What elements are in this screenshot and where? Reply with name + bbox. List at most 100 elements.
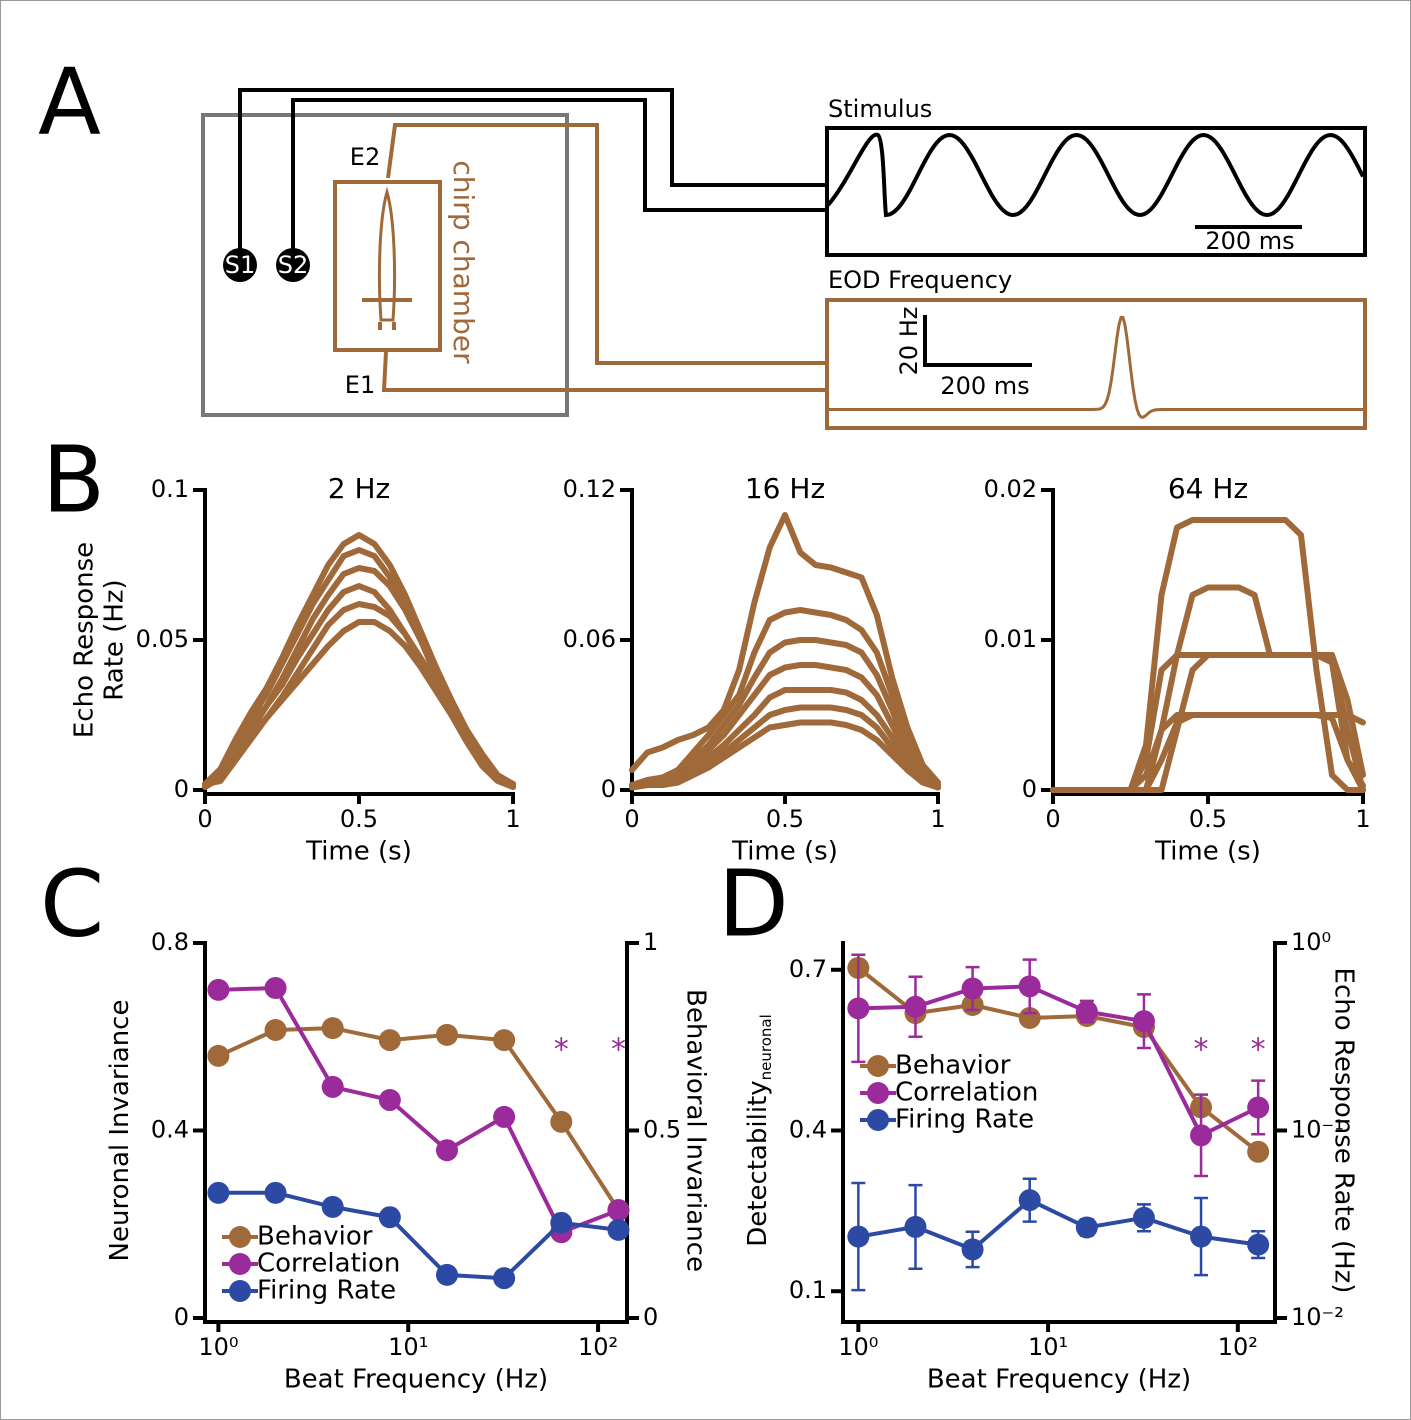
series-line <box>202 583 516 790</box>
y-axis-label: Neuronal Invariance <box>105 1000 135 1262</box>
legend-marker <box>229 1253 251 1275</box>
eod-box <box>825 298 1367 430</box>
annotation: * <box>1194 1033 1209 1068</box>
y-axis-label: Rate (Hz) <box>100 579 130 700</box>
y-axis-label: Detectabilityneuronal <box>743 1014 775 1247</box>
y-tick-label: 0.05 <box>136 625 189 653</box>
marker <box>321 1017 344 1040</box>
wire <box>381 351 828 392</box>
series-line <box>202 565 516 787</box>
annotation: * <box>554 1033 569 1068</box>
x-tick-label: 10¹ <box>388 1333 428 1361</box>
marker <box>264 1181 287 1204</box>
stimulus-waveform <box>826 132 1365 218</box>
electrode-label: E2 <box>350 143 380 171</box>
marker <box>378 1029 401 1052</box>
x-tick-label: 0 <box>197 805 212 833</box>
wire <box>291 98 828 250</box>
legend-label: Correlation <box>895 1078 1038 1108</box>
marker <box>961 977 984 1000</box>
marker <box>607 1199 630 1222</box>
x-axis-label: Beat Frequency (Hz) <box>927 1365 1191 1395</box>
y-tick-label: 0.12 <box>563 475 616 503</box>
x-tick-label: 10⁰ <box>198 1333 238 1361</box>
x-tick-label: 1 <box>1355 805 1370 833</box>
marker <box>1247 1096 1270 1119</box>
panel-label: D <box>718 850 789 957</box>
panel-label: A <box>38 48 101 155</box>
scale-label: 200 ms <box>1205 227 1294 255</box>
chamber-label: chirp chamber <box>447 160 480 364</box>
chamber <box>333 180 442 352</box>
y2-axis-label: Echo Response Rate (Hz) <box>1329 968 1359 1294</box>
y-tick-label: 0.1 <box>151 475 189 503</box>
electrode-label: S2 <box>278 251 309 279</box>
marker <box>207 1181 230 1204</box>
marker <box>1075 1000 1098 1023</box>
marker <box>607 1218 630 1241</box>
marker <box>435 1023 458 1046</box>
x-tick-label: 10² <box>578 1333 618 1361</box>
marker <box>1190 1124 1213 1147</box>
marker <box>1075 1216 1098 1239</box>
marker <box>1018 975 1041 998</box>
y-tick-label: 0.4 <box>789 1116 827 1144</box>
legend-label: Firing Rate <box>257 1276 396 1306</box>
marker <box>1247 1233 1270 1256</box>
marker <box>493 1105 516 1128</box>
x-axis-label: Time (s) <box>1154 837 1261 867</box>
marker <box>264 977 287 999</box>
x-tick-label: 10⁰ <box>838 1333 878 1361</box>
y-tick-label: 0.8 <box>151 928 189 956</box>
fins <box>362 298 412 330</box>
x-tick-label: 10² <box>1218 1333 1258 1361</box>
series-line <box>629 719 941 791</box>
fish <box>377 186 397 322</box>
y-tick-label: 0.01 <box>984 625 1037 653</box>
marker <box>493 1267 516 1290</box>
x-tick-label: 0.5 <box>340 805 378 833</box>
stimulus-box <box>825 126 1367 257</box>
marker <box>207 978 230 1001</box>
x-tick-label: 1 <box>930 805 945 833</box>
wire <box>238 88 828 250</box>
marker <box>435 1139 458 1162</box>
y2-axis-label: Behavioral Invariance <box>681 989 711 1272</box>
legend-marker <box>229 1226 251 1248</box>
marker <box>904 995 927 1018</box>
y-tick-label: 0.02 <box>984 475 1037 503</box>
y-tick-label: 0 <box>601 775 616 803</box>
x-axis-label: Time (s) <box>305 837 412 867</box>
series-line <box>1050 712 1366 793</box>
series-line <box>202 619 516 790</box>
series-line <box>629 607 941 788</box>
x-axis-label: Time (s) <box>731 837 838 867</box>
x-tick-label: 1 <box>505 805 520 833</box>
marker <box>550 1211 573 1234</box>
annotation: * <box>611 1033 626 1068</box>
marker <box>961 1238 984 1261</box>
series-line <box>202 601 516 787</box>
marker <box>493 1029 516 1052</box>
marker <box>378 1089 401 1112</box>
marker <box>1132 1206 1155 1229</box>
scale-bar <box>923 315 1032 367</box>
diagram <box>201 88 1367 430</box>
marker <box>550 1110 573 1133</box>
panel-label: C <box>40 850 104 957</box>
y-tick-label: 0.4 <box>151 1116 189 1144</box>
x-tick-label: 0.5 <box>766 805 804 833</box>
y-tick-label: 0.7 <box>789 955 827 983</box>
series-line <box>216 986 621 1235</box>
y2-tick-label: 10⁻² <box>1291 1303 1344 1331</box>
y-tick-label: 0 <box>174 775 189 803</box>
legend-marker <box>867 1055 889 1077</box>
tank <box>201 113 569 417</box>
legend-marker <box>229 1280 251 1302</box>
marker <box>847 997 870 1020</box>
y-axis-label-text: Neuronal Invariance <box>105 1000 135 1262</box>
chart-title: 2 Hz <box>328 472 390 505</box>
marker <box>207 1044 230 1067</box>
chart-title: 64 Hz <box>1168 472 1248 505</box>
